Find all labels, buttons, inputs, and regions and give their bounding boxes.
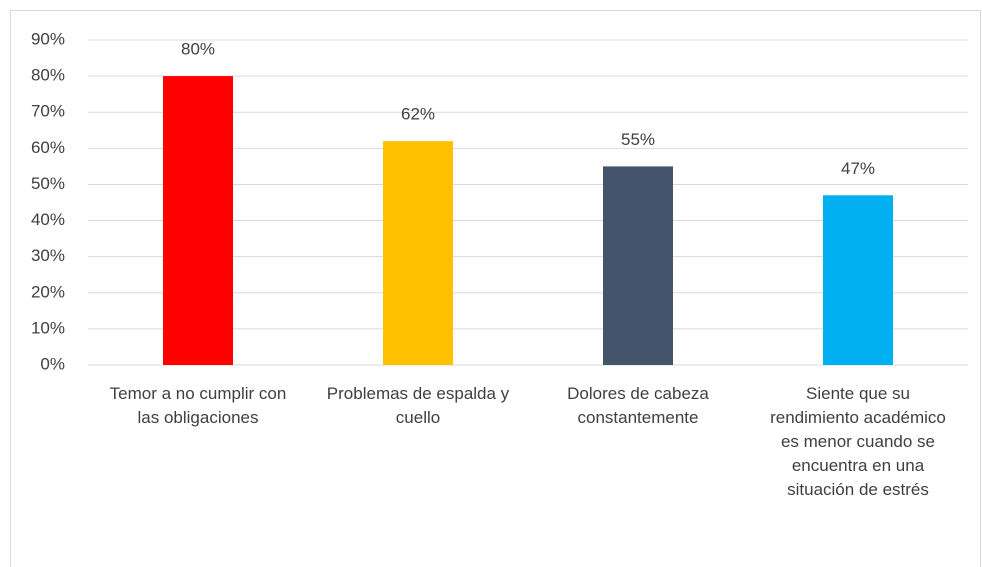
value-label: 55% (621, 130, 655, 149)
bar (603, 166, 673, 365)
x-tick-label: Problemas de espalda y cuello (327, 384, 510, 427)
chart-border (10, 10, 981, 567)
value-label: 80% (181, 40, 215, 59)
bar (163, 76, 233, 365)
y-tick-label: 40% (31, 210, 65, 229)
y-tick-label: 90% (31, 29, 65, 48)
y-tick-label: 20% (31, 282, 65, 301)
bar (383, 141, 453, 365)
y-tick-label: 0% (40, 354, 65, 373)
bar (823, 195, 893, 365)
x-tick-label: Dolores de cabeza constantemente (567, 384, 709, 427)
value-label: 47% (841, 159, 875, 178)
x-tick-label: Temor a no cumplir con las obligaciones (110, 384, 287, 427)
x-tick-label: Siente que su rendimiento académico es men… (770, 384, 946, 499)
value-label: 62% (401, 105, 435, 124)
y-tick-label: 70% (31, 102, 65, 121)
y-tick-label: 60% (31, 138, 65, 157)
y-tick-label: 50% (31, 174, 65, 193)
y-tick-label: 80% (31, 66, 65, 85)
y-tick-label: 30% (31, 246, 65, 265)
y-tick-label: 10% (31, 318, 65, 337)
